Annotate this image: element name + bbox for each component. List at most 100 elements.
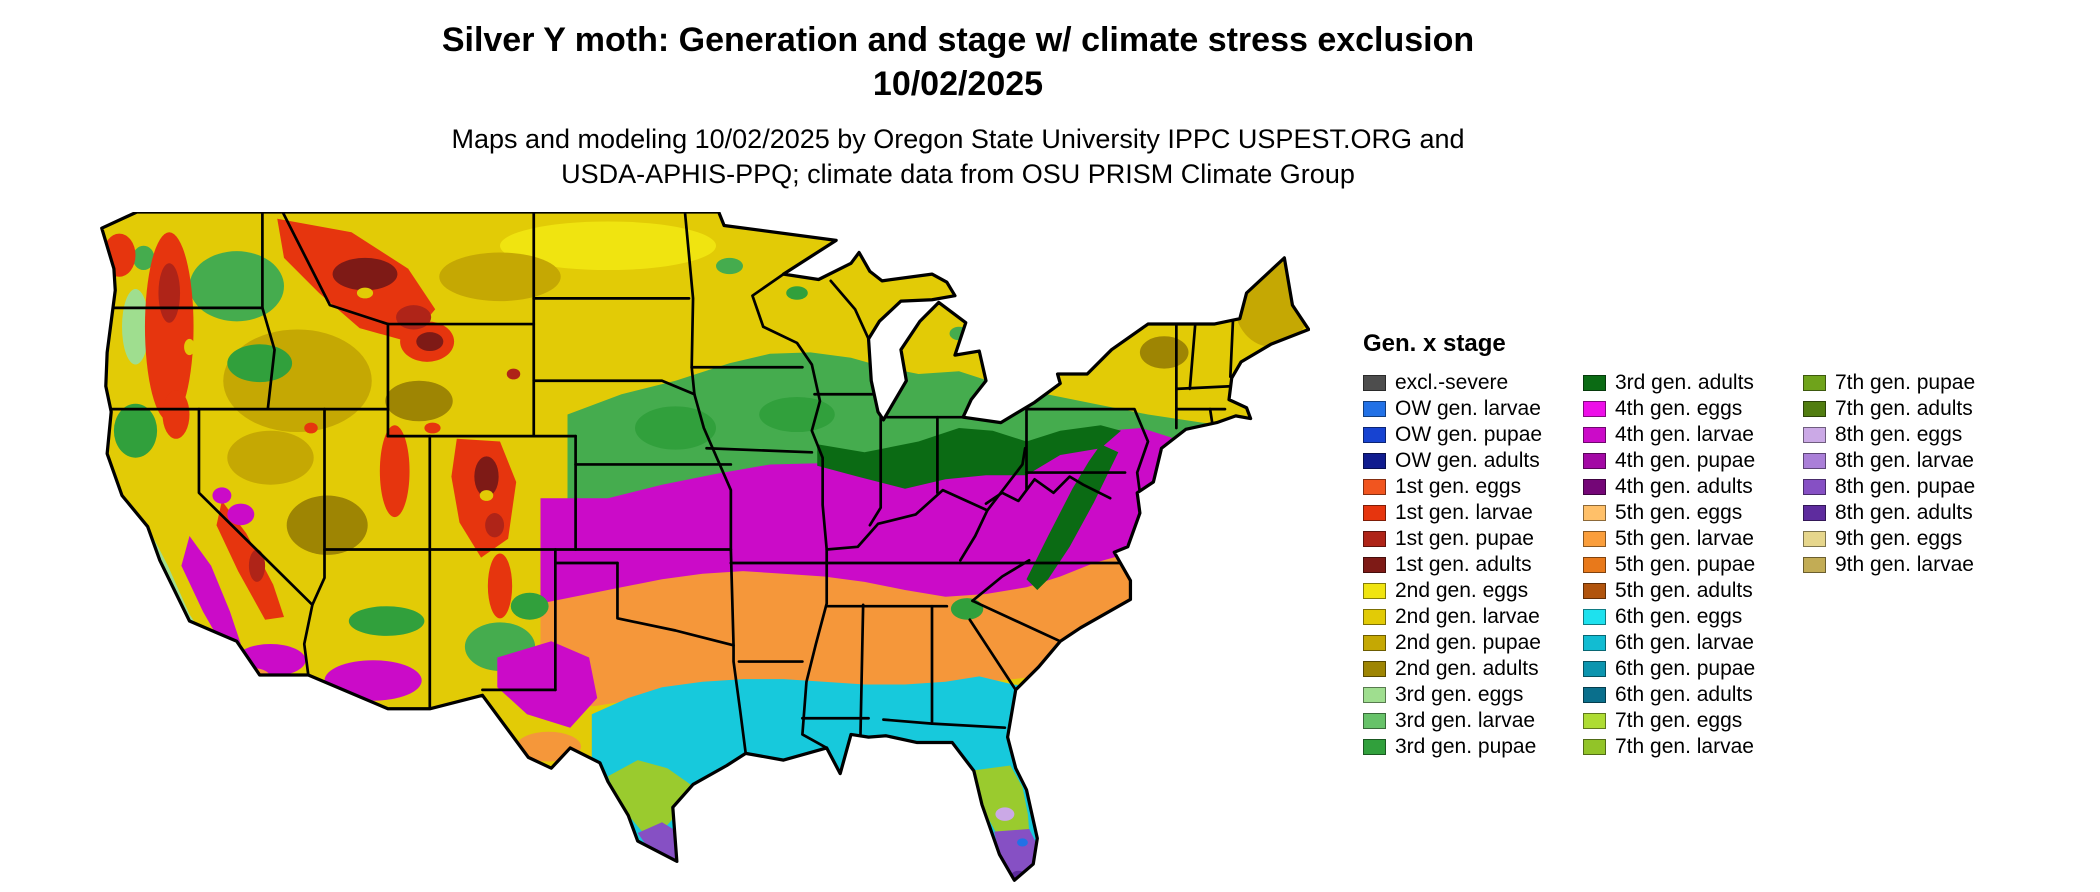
legend-swatch — [1803, 401, 1826, 417]
legend-item: 3rd gen. adults — [1583, 370, 1795, 396]
legend-item: 8th gen. pupae — [1803, 474, 2015, 500]
legend-item: excl.-severe — [1363, 370, 1575, 396]
legend-label: 6th gen. larvae — [1615, 631, 1754, 654]
legend-item: 3rd gen. pupae — [1363, 734, 1575, 760]
legend-swatch — [1583, 531, 1606, 547]
legend-swatch — [1363, 453, 1386, 469]
legend-item: 8th gen. eggs — [1803, 422, 2015, 448]
legend-item: 4th gen. pupae — [1583, 448, 1795, 474]
legend-swatch — [1803, 375, 1826, 391]
map-title: Silver Y moth: Generation and stage w/ c… — [441, 21, 1475, 59]
legend-swatch — [1363, 557, 1386, 573]
legend-label: 4th gen. adults — [1615, 475, 1753, 498]
legend-label: 6th gen. adults — [1615, 683, 1753, 706]
legend-label: 4th gen. pupae — [1615, 449, 1756, 472]
legend-label: 2nd gen. adults — [1395, 657, 1539, 680]
legend-label: OW gen. adults — [1395, 449, 1540, 472]
legend-label: 5th gen. pupae — [1615, 553, 1756, 576]
legend-label: 8th gen. pupae — [1835, 475, 1976, 498]
legend-label: 4th gen. eggs — [1615, 397, 1743, 420]
legend-item: OW gen. larvae — [1363, 396, 1575, 422]
legend-item: 1st gen. pupae — [1363, 526, 1575, 552]
legend-item: 2nd gen. eggs — [1363, 578, 1575, 604]
credit-block: Maps and modeling 10/02/2025 by Oregon S… — [0, 122, 1916, 192]
us-outline — [100, 212, 1310, 882]
legend-item: 5th gen. eggs — [1583, 500, 1795, 526]
legend-item: OW gen. adults — [1363, 448, 1575, 474]
legend-label: 6th gen. eggs — [1615, 605, 1743, 628]
legend-item: 9th gen. larvae — [1803, 552, 2015, 578]
legend-swatch — [1583, 635, 1606, 651]
legend-label: 8th gen. larvae — [1835, 449, 1974, 472]
legend-column: 7th gen. pupae 7th gen. adults 8th gen. eg… — [1803, 370, 2015, 578]
legend-swatch — [1803, 557, 1826, 573]
legend-label: 1st gen. adults — [1395, 553, 1532, 576]
legend-item: 2nd gen. adults — [1363, 656, 1575, 682]
legend-item: 9th gen. eggs — [1803, 526, 2015, 552]
legend-swatch — [1363, 479, 1386, 495]
legend-swatch — [1803, 427, 1826, 443]
legend-item: OW gen. pupae — [1363, 422, 1575, 448]
legend-swatch — [1583, 401, 1606, 417]
legend: Gen. x stage excl.-severe OW gen. larvae O… — [1363, 330, 2063, 760]
legend-swatch — [1583, 453, 1606, 469]
legend-swatch — [1363, 583, 1386, 599]
legend-swatch — [1363, 531, 1386, 547]
legend-item: 1st gen. eggs — [1363, 474, 1575, 500]
legend-label: 2nd gen. pupae — [1395, 631, 1541, 654]
legend-swatch — [1363, 661, 1386, 677]
legend-swatch — [1583, 583, 1606, 599]
legend-item: 7th gen. adults — [1803, 396, 2015, 422]
legend-swatch — [1803, 531, 1826, 547]
legend-label: 4th gen. larvae — [1615, 423, 1754, 446]
state-borders — [109, 212, 1235, 755]
map-date: 10/02/2025 — [872, 65, 1044, 103]
legend-swatch — [1583, 479, 1606, 495]
legend-swatch — [1803, 479, 1826, 495]
legend-item: 4th gen. eggs — [1583, 396, 1795, 422]
legend-item: 3rd gen. eggs — [1363, 682, 1575, 708]
legend-swatch — [1363, 375, 1386, 391]
legend-item: 3rd gen. larvae — [1363, 708, 1575, 734]
legend-swatch — [1803, 453, 1826, 469]
legend-swatch — [1363, 713, 1386, 729]
legend-label: 7th gen. larvae — [1615, 735, 1754, 758]
legend-item: 7th gen. larvae — [1583, 734, 1795, 760]
legend-swatch — [1363, 427, 1386, 443]
legend-label: 9th gen. eggs — [1835, 527, 1963, 550]
legend-label: 2nd gen. larvae — [1395, 605, 1540, 628]
map-credit-line2: USDA-APHIS-PPQ; climate data from OSU PR… — [561, 159, 1355, 189]
legend-swatch — [1583, 505, 1606, 521]
us-map — [95, 212, 1310, 887]
legend-label: 5th gen. eggs — [1615, 501, 1743, 524]
legend-item: 5th gen. pupae — [1583, 552, 1795, 578]
legend-label: 9th gen. larvae — [1835, 553, 1974, 576]
legend-label: 7th gen. adults — [1835, 397, 1973, 420]
legend-item: 6th gen. eggs — [1583, 604, 1795, 630]
legend-swatch — [1363, 401, 1386, 417]
legend-item: 6th gen. pupae — [1583, 656, 1795, 682]
legend-label: 2nd gen. eggs — [1395, 579, 1529, 602]
legend-swatch — [1583, 739, 1606, 755]
legend-item: 7th gen. eggs — [1583, 708, 1795, 734]
legend-item: 6th gen. adults — [1583, 682, 1795, 708]
legend-item: 5th gen. larvae — [1583, 526, 1795, 552]
legend-swatch — [1583, 609, 1606, 625]
legend-label: OW gen. larvae — [1395, 397, 1541, 420]
legend-item: 4th gen. adults — [1583, 474, 1795, 500]
legend-label: 6th gen. pupae — [1615, 657, 1756, 680]
legend-label: 7th gen. eggs — [1615, 709, 1743, 732]
legend-label: 3rd gen. adults — [1615, 371, 1754, 394]
legend-label: 3rd gen. larvae — [1395, 709, 1536, 732]
legend-swatch — [1363, 635, 1386, 651]
legend-item: 2nd gen. larvae — [1363, 604, 1575, 630]
legend-label: 3rd gen. eggs — [1395, 683, 1524, 706]
legend-label: 1st gen. pupae — [1395, 527, 1534, 550]
legend-swatch — [1583, 687, 1606, 703]
legend-column: 3rd gen. adults 4th gen. eggs 4th gen. lar… — [1583, 370, 1795, 760]
header: Silver Y moth: Generation and stage w/ c… — [0, 18, 1916, 192]
legend-swatch — [1583, 661, 1606, 677]
us-map-svg — [100, 212, 1310, 882]
legend-swatch — [1583, 557, 1606, 573]
legend-item: 1st gen. larvae — [1363, 500, 1575, 526]
